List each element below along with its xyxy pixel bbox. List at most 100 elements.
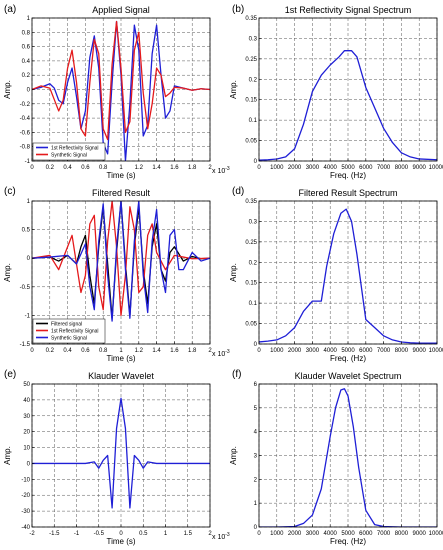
x-multiplier: x 10-3: [212, 166, 230, 175]
x-tick-label: 7000: [377, 165, 391, 171]
y-tick-label: 0.25: [245, 57, 257, 63]
y-tick-label: 40: [23, 398, 30, 404]
y-tick-label: 1: [254, 501, 258, 507]
chart-title: Filtered Result Spectrum: [298, 188, 397, 198]
legend-label: 1st Reflectivity Signal: [51, 328, 99, 334]
y-tick-label: 0: [27, 461, 31, 467]
y-tick-label: 0.2: [249, 260, 258, 266]
y-tick-label: -30: [21, 509, 30, 515]
x-tick-label: 8000: [395, 348, 409, 354]
x-tick-label: 2: [208, 531, 212, 537]
x-tick-label: 0: [257, 165, 261, 171]
y-tick-label: 0: [254, 525, 258, 531]
x-tick-label: 4000: [324, 165, 338, 171]
x-axis-label: Time (s): [106, 171, 135, 180]
x-tick-label: 0.2: [46, 165, 55, 171]
x-tick-label: 2: [208, 348, 212, 354]
x-tick-label: 1.8: [188, 165, 197, 171]
x-tick-label: 4000: [324, 348, 338, 354]
series-line-1: [32, 397, 210, 509]
y-tick-label: 6: [254, 382, 258, 388]
x-tick-label: 3000: [306, 531, 320, 537]
y-tick-label: -0.6: [20, 130, 31, 136]
panel-f: (f) Klauder Wavelet Spectrum 0 1000 2000 3000…: [229, 369, 443, 546]
series-line-2: [32, 20, 210, 141]
legend-box: [32, 142, 106, 161]
x-tick-label: 1.2: [135, 165, 144, 171]
x-axis-label: Time (s): [106, 537, 135, 546]
x-tick-label: 0.8: [99, 348, 108, 354]
x-tick-label: 5000: [341, 531, 355, 537]
y-tick-label: 3: [254, 454, 258, 460]
x-tick-label: 6000: [359, 165, 373, 171]
x-tick-label: 0.5: [139, 531, 148, 537]
x-tick-label: -1: [74, 531, 80, 537]
y-tick-label: 0: [27, 256, 31, 262]
y-tick-label: -10: [21, 477, 30, 483]
y-tick-label: 50: [23, 382, 30, 388]
x-multiplier: x 10-3: [212, 349, 230, 358]
y-tick-label: 0.35: [245, 16, 257, 22]
x-tick-label: 0: [119, 531, 123, 537]
x-tick-label: 0.8: [99, 165, 108, 171]
panel-label: (b): [232, 4, 244, 15]
x-tick-label: 0: [257, 348, 261, 354]
legend-label: Filtered signal: [51, 321, 82, 327]
x-tick-label: 1.6: [170, 348, 179, 354]
panel-label: (f): [232, 369, 241, 380]
y-tick-label: 0.15: [245, 98, 257, 104]
x-tick-label: 4000: [324, 531, 338, 537]
legend-label: 1st Reflectivity Signal: [51, 145, 99, 151]
chart-title: 1st Reflectivity Signal Spectrum: [285, 5, 412, 15]
x-tick-label: 0: [30, 348, 34, 354]
panel-label: (c): [4, 186, 16, 197]
x-tick-label: 1.4: [152, 165, 161, 171]
x-tick-label: 5000: [341, 165, 355, 171]
x-tick-label: 1.5: [184, 531, 193, 537]
y-tick-label: 0.3: [249, 36, 258, 42]
x-tick-label: 0: [257, 531, 261, 537]
x-tick-label: 9000: [413, 165, 427, 171]
x-tick-label: 9000: [413, 531, 427, 537]
x-tick-label: 1000: [270, 348, 284, 354]
x-tick-label: 5000: [341, 348, 355, 354]
y-tick-label: -0.8: [20, 145, 31, 151]
x-tick-label: 7000: [377, 531, 391, 537]
panel-c: (c) Filtered Result 0 0.2 0.4 0.6 0.8 1 1.2 1.4 1.…: [3, 186, 230, 363]
x-tick-label: 8000: [395, 165, 409, 171]
x-tick-label: 2: [208, 165, 212, 171]
y-tick-label: 0.05: [245, 322, 257, 328]
series-line-1: [259, 388, 437, 527]
x-axis-label: Freq. (Hz): [330, 171, 366, 180]
x-tick-label: 1.2: [135, 348, 144, 354]
panel-d: (d) Filtered Result Spectrum 0 1000 2000 3000…: [229, 186, 443, 363]
y-tick-label: 0.2: [22, 73, 31, 79]
x-tick-label: -0.5: [94, 531, 105, 537]
panel-a: (a) Applied Signal 0 0.2 0.4 0.6 0.8 1 1.2 1.4 1.6…: [3, 4, 230, 180]
x-tick-label: 1: [164, 531, 168, 537]
panel-e: (e) Klauder Wavelet -2 -1.5 -1 -0.5 0 0.5 1 1.5 2 -…: [3, 369, 230, 546]
chart-title: Klauder Wavelet: [88, 371, 154, 381]
y-tick-label: 0.8: [22, 30, 31, 36]
x-tick-label: 1: [119, 165, 123, 171]
y-tick-label: -0.4: [20, 116, 31, 122]
y-tick-label: 0.15: [245, 281, 257, 287]
y-tick-label: 0.4: [22, 59, 31, 65]
x-tick-label: 1: [119, 348, 123, 354]
y-tick-label: 0: [254, 342, 258, 348]
legend-label: Synthetic Signal: [51, 152, 87, 158]
y-tick-label: -0.2: [20, 102, 31, 108]
y-tick-label: 0.3: [249, 219, 258, 225]
y-axis-label: Amp.: [229, 80, 238, 99]
x-tick-label: -1.5: [49, 531, 60, 537]
series-line-1: [259, 208, 437, 344]
y-tick-label: 0: [254, 159, 258, 165]
y-tick-label: 30: [23, 414, 30, 420]
y-tick-label: 0.05: [245, 139, 257, 145]
x-tick-label: 6000: [359, 348, 373, 354]
